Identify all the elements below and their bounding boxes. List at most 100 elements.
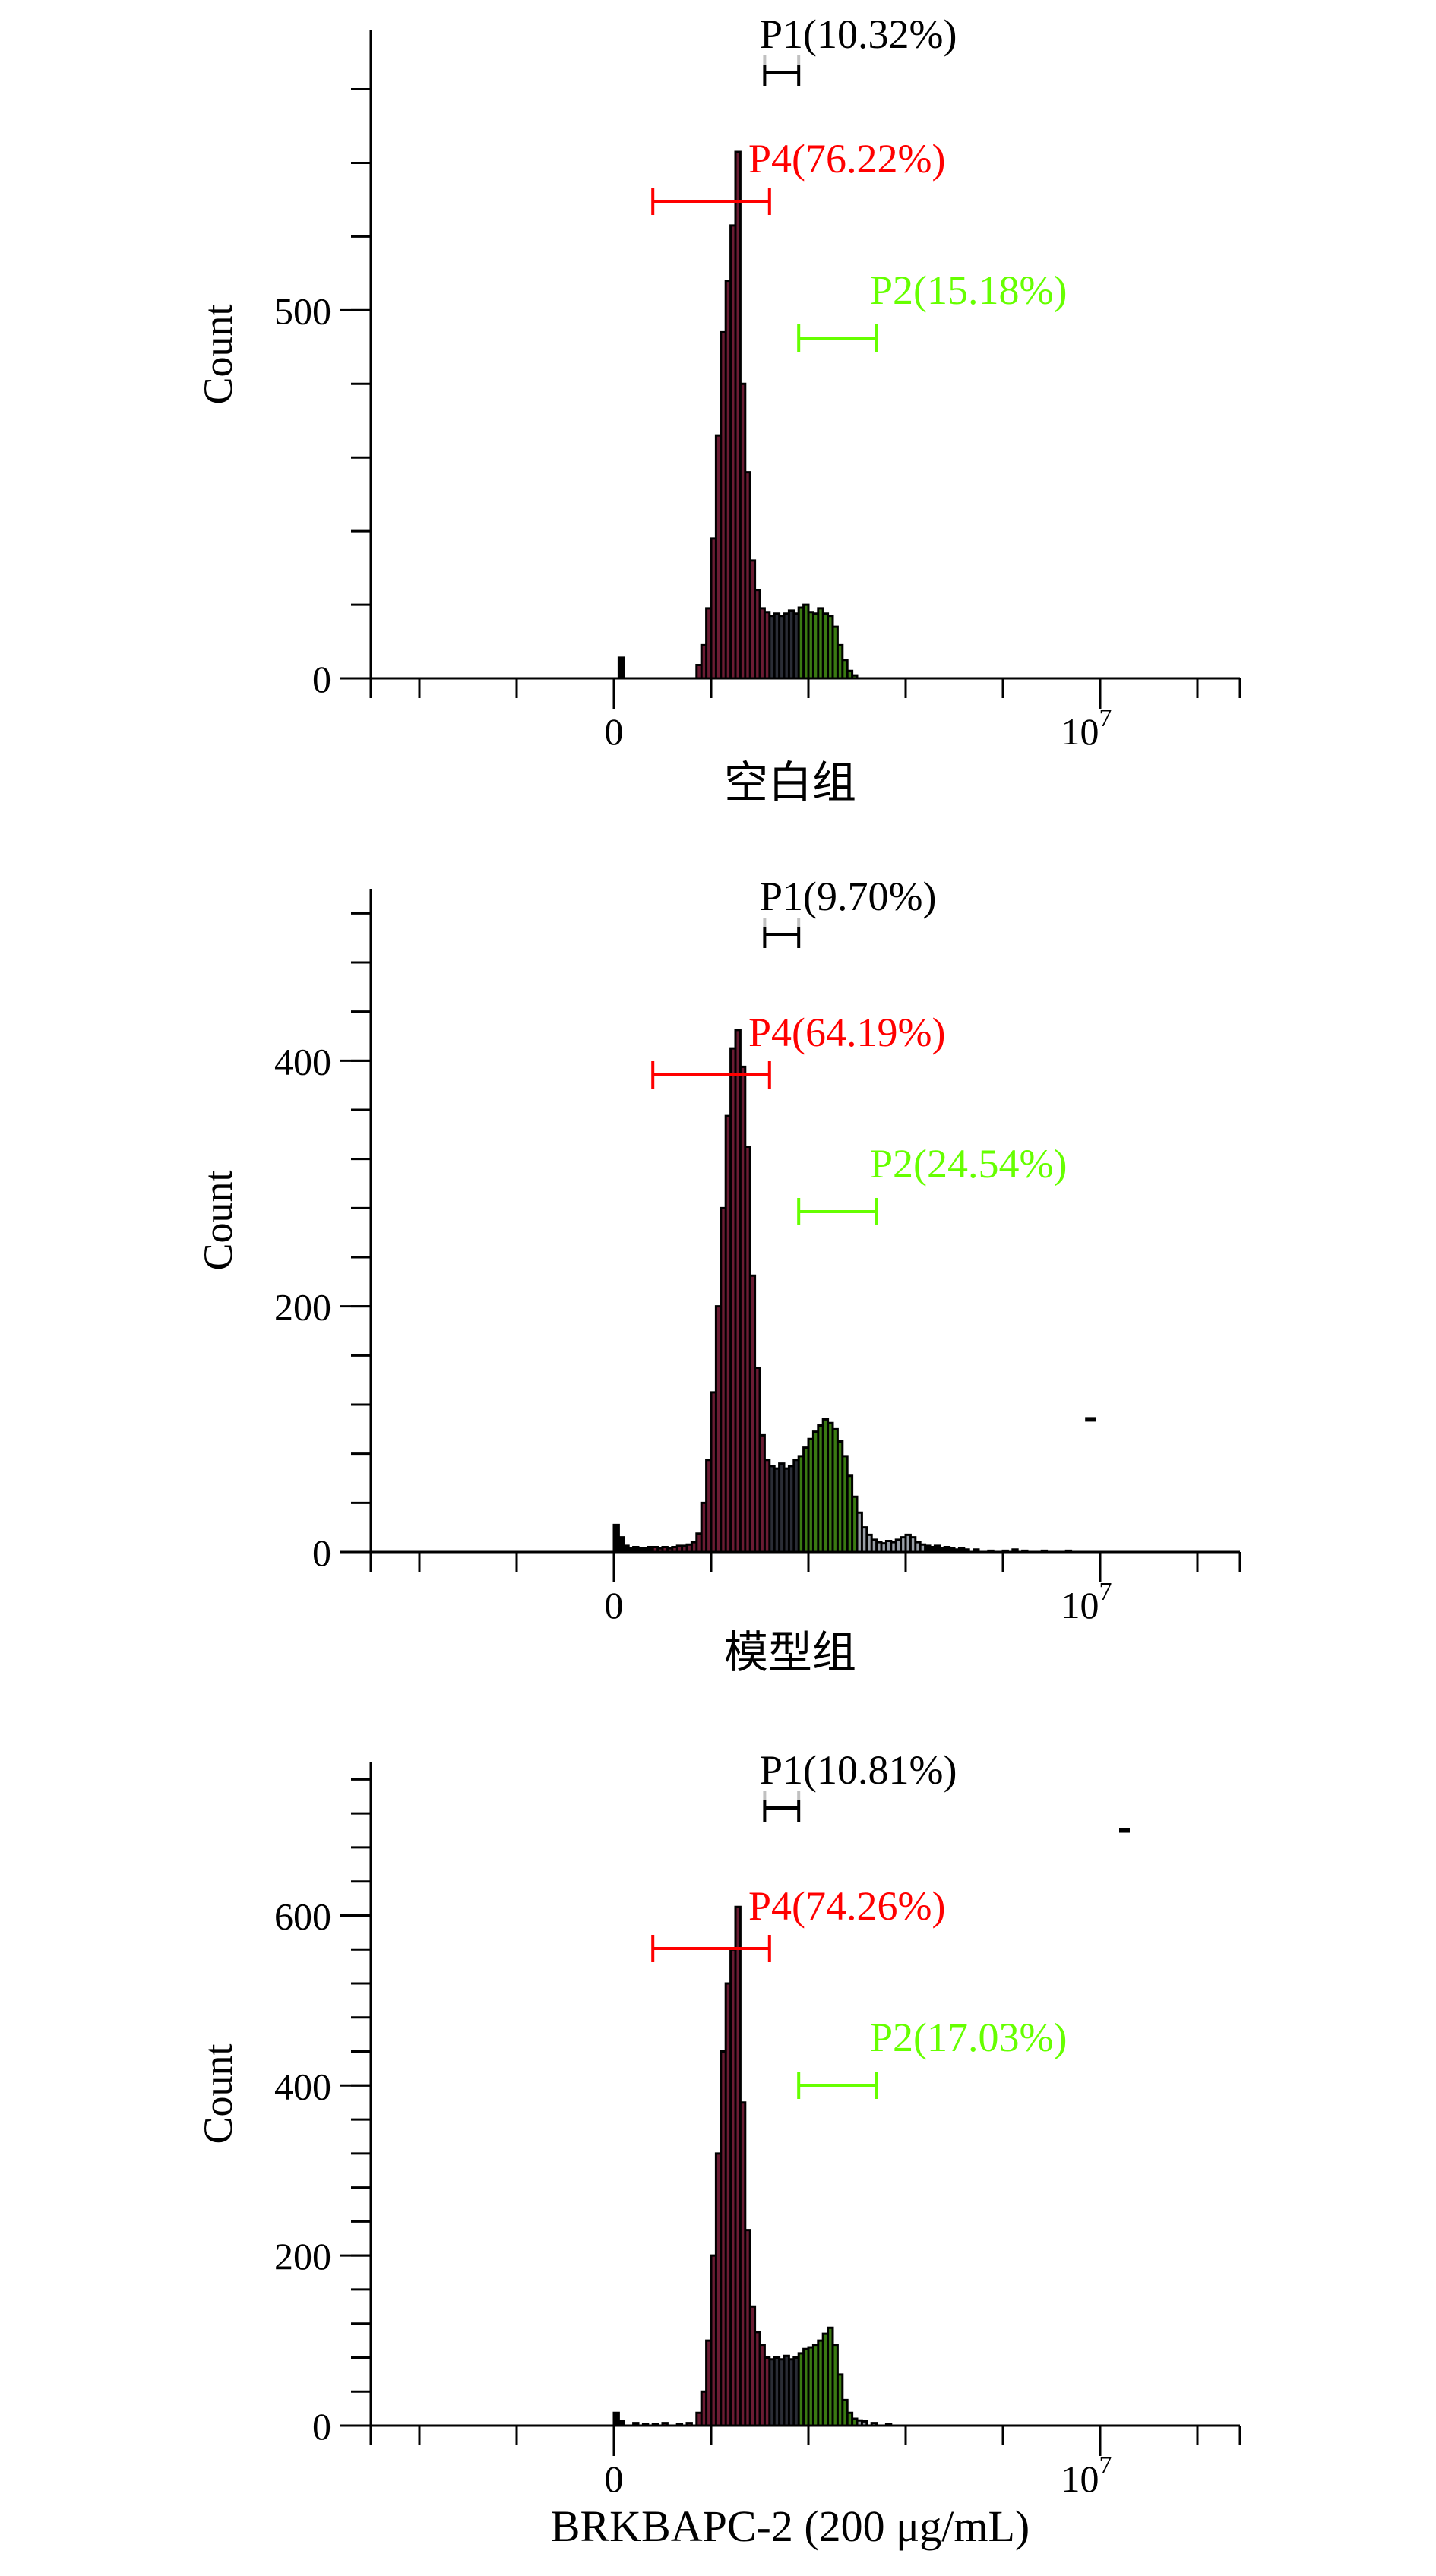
gate-label: P1(10.32%) — [760, 11, 957, 57]
histogram-bin — [813, 613, 818, 678]
histogram-bin — [750, 2306, 755, 2426]
histogram-bin — [866, 1535, 872, 1552]
histogram-bin — [711, 1392, 716, 1552]
histogram-bin — [823, 613, 828, 678]
y-tick-label: 600 — [274, 1895, 331, 1937]
x-axis-label: BRKBAPC-2 (200 μg/mL) — [551, 2502, 1030, 2551]
histogram-bin — [808, 612, 814, 678]
histogram-bin — [954, 1549, 960, 1552]
histogram-bin — [779, 615, 784, 678]
histogram-bin — [799, 1456, 804, 1552]
histogram-bin — [915, 1542, 921, 1552]
histogram-bin — [618, 657, 624, 678]
histogram-bin — [643, 1548, 648, 1552]
histogram-bin — [774, 613, 780, 678]
histogram-bin — [906, 1535, 911, 1552]
histogram-bin — [837, 645, 843, 678]
histogram-bin — [711, 2255, 716, 2426]
histogram-bin — [842, 2400, 848, 2426]
histogram-bin — [847, 671, 852, 678]
histogram-bin — [837, 1441, 843, 1552]
histogram-bin — [789, 1465, 794, 1552]
y-axis-label: Count — [195, 304, 241, 404]
histogram-bin — [827, 2328, 833, 2426]
histogram-bin — [687, 1544, 692, 1552]
histogram-bin — [818, 2341, 824, 2426]
histogram-bin — [677, 1545, 682, 1552]
histogram-bin — [973, 1549, 979, 1552]
gate-p1: P1(9.70%) — [760, 874, 936, 948]
histogram-bin — [726, 280, 731, 678]
histogram-bin — [720, 2051, 726, 2426]
histogram-bin — [750, 1275, 755, 1552]
histogram-bin — [799, 2353, 804, 2426]
histogram-bin — [857, 1512, 862, 1552]
y-tick-label: 0 — [312, 2405, 331, 2448]
histogram-bin — [701, 645, 707, 678]
histogram-bin — [647, 1547, 653, 1552]
histogram-bin — [730, 1949, 735, 2426]
histogram-bin — [754, 1367, 760, 1552]
histogram-bin — [706, 2341, 711, 2426]
histogram-bin — [696, 2413, 702, 2426]
histogram-bin — [871, 2423, 877, 2426]
histogram-bin — [818, 1425, 824, 1552]
histogram-bin — [701, 1503, 707, 1552]
histogram-bin — [803, 605, 808, 678]
histogram-bars — [614, 1029, 1071, 1552]
outlier-point — [1119, 1828, 1130, 1833]
histogram-bin — [852, 1497, 857, 1552]
x-tick-label: 0 — [605, 710, 624, 753]
histogram-bin — [813, 2344, 818, 2426]
histogram-bin — [672, 1547, 678, 1552]
gate-label: P2(24.54%) — [870, 1141, 1067, 1187]
gate-p4: P4(74.26%) — [651, 1883, 945, 1962]
histogram-outline — [612, 1029, 1073, 1554]
x-tick-label: 107 — [1061, 704, 1112, 753]
gate-p4: P4(64.19%) — [651, 1010, 945, 1089]
histogram-bin — [837, 2374, 843, 2426]
histogram-bin — [730, 1048, 735, 1552]
histogram-bin — [691, 1542, 697, 1552]
histogram-bin — [862, 2421, 867, 2426]
histogram-bin — [784, 1468, 789, 1552]
x-axis-label: 空白组 — [724, 758, 856, 808]
y-tick-label: 500 — [274, 289, 331, 332]
gate-p2: P2(17.03%) — [797, 2015, 1067, 2099]
y-tick-label: 0 — [312, 658, 331, 700]
histogram-bin — [944, 1547, 950, 1552]
y-tick-label: 200 — [274, 1286, 331, 1329]
histogram-bin — [667, 1548, 672, 1552]
y-tick-label: 0 — [312, 1531, 331, 1574]
histogram-outline — [612, 1905, 893, 2427]
histogram-bin — [789, 610, 794, 678]
histogram-bin — [764, 1459, 770, 1552]
gate-p1: P1(10.81%) — [760, 1747, 957, 1822]
y-axis-label: Count — [195, 2043, 241, 2144]
histogram-bin — [614, 1525, 619, 1552]
histogram-bin — [740, 1067, 745, 1552]
histogram-bin — [959, 1548, 964, 1552]
histogram-bin — [852, 2419, 857, 2426]
histogram-outline — [617, 150, 859, 680]
histogram-bin — [701, 2391, 707, 2426]
histogram-bin — [633, 1547, 638, 1552]
histogram-bars — [618, 151, 857, 679]
histogram-bin — [799, 607, 804, 678]
histogram-panel-1: 0 500 0 107 Count 空白组 P1(10.32%) P4(76.22%) P2(1… — [195, 11, 1241, 808]
histogram-bin — [769, 2359, 775, 2426]
histogram-bin — [920, 1544, 925, 1552]
histogram-bin — [764, 612, 770, 678]
histogram-bin — [760, 2344, 765, 2426]
histogram-bin — [847, 2413, 852, 2426]
gate-label: P4(74.26%) — [748, 1883, 945, 1929]
histogram-bin — [769, 1465, 775, 1552]
histogram-bin — [833, 2344, 838, 2426]
histogram-bin — [750, 560, 755, 678]
histogram-bin — [784, 613, 789, 678]
gate-p1: P1(10.32%) — [760, 11, 957, 86]
x-tick-label: 0 — [605, 1584, 624, 1626]
histogram-bin — [745, 472, 751, 678]
histogram-bin — [963, 1549, 969, 1552]
